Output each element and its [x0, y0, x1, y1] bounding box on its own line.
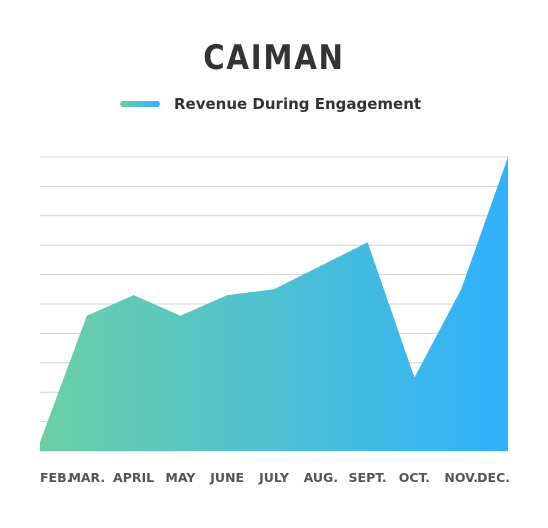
x-tick-label: FEB. — [40, 470, 71, 485]
legend-swatch — [120, 101, 160, 107]
revenue-area — [40, 157, 508, 451]
x-tick-label: OCT. — [399, 470, 430, 485]
chart-legend: Revenue During Engagement — [120, 92, 421, 116]
x-tick-label: DEC. — [477, 470, 510, 485]
x-tick-label: JUNE — [209, 470, 244, 485]
chart-title: CAIMAN — [203, 38, 345, 78]
area-series — [40, 157, 508, 451]
x-axis-ticks: FEB.MAR. APRIL MAY JUNE JULY AUG. SEPT. OCT. NOV… — [40, 470, 510, 485]
legend-label: Revenue During Engagement — [174, 95, 422, 113]
x-tick-label: APRIL — [113, 470, 154, 485]
x-tick-label: NOV. — [444, 470, 478, 485]
x-tick-label: JULY — [258, 470, 290, 485]
x-tick-label: AUG. — [304, 470, 338, 485]
x-tick-label: MAY — [165, 470, 196, 485]
x-tick-label: SEPT. — [349, 470, 387, 485]
x-tick-label: MAR. — [68, 470, 105, 485]
